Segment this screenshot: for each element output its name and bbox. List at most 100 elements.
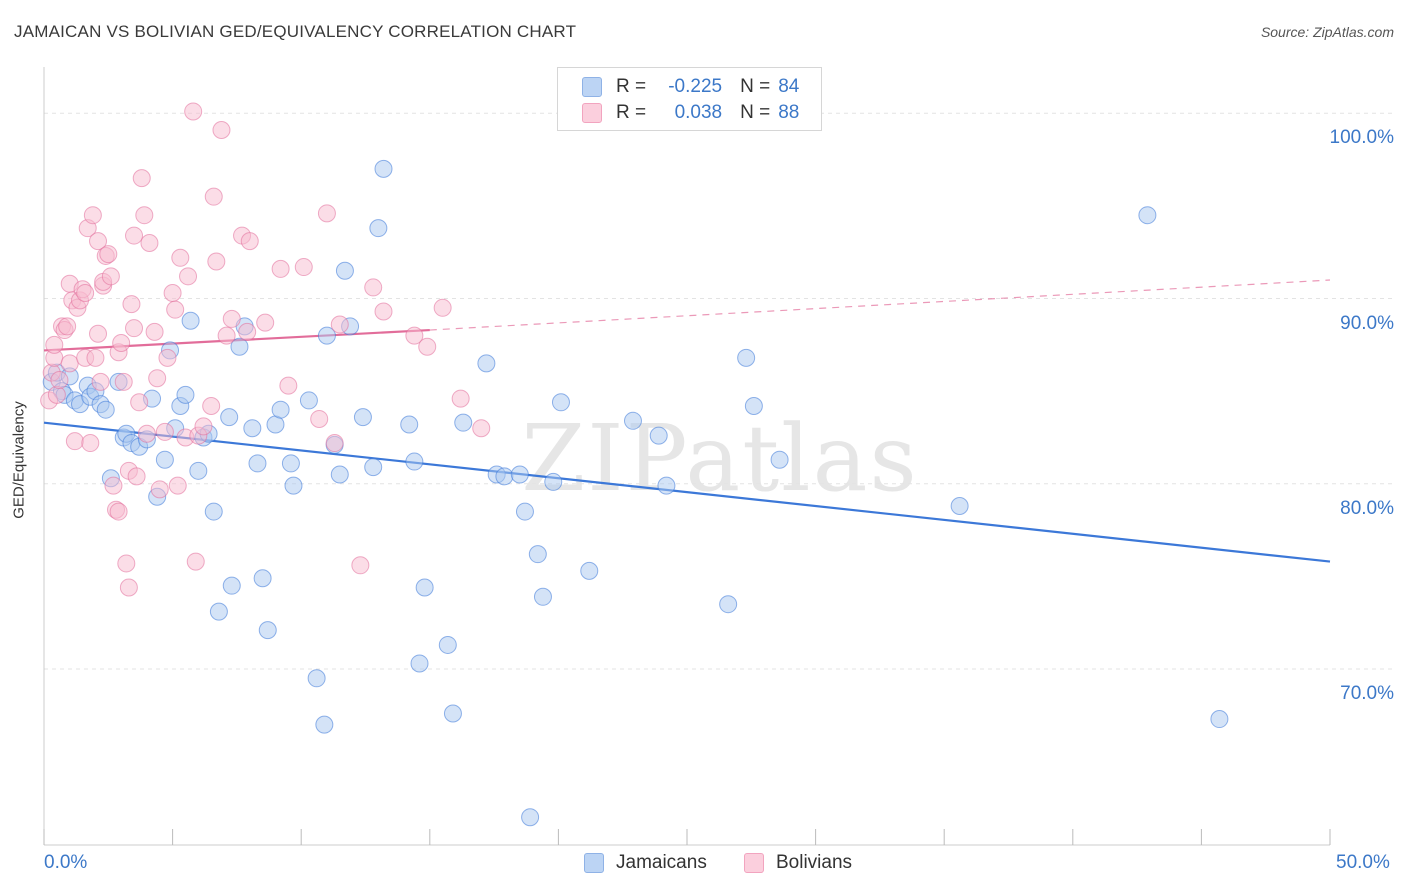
point-jamaicans [410, 654, 429, 673]
point-bolivians [310, 409, 329, 428]
point-jamaicans [454, 413, 473, 432]
point-jamaicans [204, 502, 223, 521]
legend-n-label: N = [740, 102, 771, 123]
point-bolivians [89, 324, 108, 343]
point-bolivians [212, 120, 231, 139]
legend-r-label: R = [616, 102, 647, 123]
point-bolivians [47, 385, 66, 404]
point-jamaicans [230, 337, 249, 356]
point-bolivians [351, 556, 370, 575]
series-legend-jamaicans: Jamaicans [584, 852, 707, 874]
point-bolivians [364, 278, 383, 297]
axes [43, 67, 1331, 846]
point-bolivians [109, 502, 128, 521]
point-bolivians [86, 348, 105, 367]
point-bolivians [240, 232, 259, 251]
point-jamaicans [495, 467, 514, 486]
point-jamaicans [155, 450, 174, 469]
source-label: Source: ZipAtlas.com [1260, 24, 1394, 40]
series-swatch-jamaicans [584, 853, 604, 873]
point-bolivians [163, 283, 182, 302]
point-bolivians [145, 322, 164, 341]
point-bolivians [374, 302, 393, 321]
point-jamaicans [374, 159, 393, 178]
y-tick-label: 90.0% [1340, 312, 1394, 334]
point-jamaicans [271, 400, 290, 419]
point-jamaicans [317, 326, 336, 345]
trend-line-jamaicans [43, 421, 1331, 563]
watermark: ZIPatlas [521, 405, 918, 512]
point-jamaicans [253, 569, 272, 588]
point-bolivians [155, 422, 174, 441]
point-jamaicans [369, 219, 388, 238]
point-bolivians [119, 578, 138, 597]
point-bolivians [45, 335, 64, 354]
point-jamaicans [176, 385, 195, 404]
point-bolivians [433, 298, 452, 317]
point-bolivians [166, 300, 185, 319]
point-bolivians [114, 372, 133, 391]
point-jamaicans [737, 348, 756, 367]
point-bolivians [194, 417, 213, 436]
point-jamaicans [284, 476, 303, 495]
y-tick-label: 70.0% [1340, 683, 1394, 705]
point-jamaicans [415, 578, 434, 597]
point-bolivians [122, 295, 141, 314]
point-jamaicans [477, 354, 496, 373]
point-jamaicans [515, 502, 534, 521]
point-bolivians [132, 169, 151, 188]
legend-row-bolivians: R = 0.038 N = 88 [582, 100, 799, 126]
point-jamaicans [330, 465, 349, 484]
point-jamaicans [243, 419, 262, 438]
point-bolivians [137, 424, 156, 443]
point-bolivians [50, 371, 69, 390]
point-jamaicans [405, 452, 424, 471]
point-jamaicans [950, 497, 969, 516]
point-jamaicans [364, 458, 383, 477]
point-bolivians [125, 226, 144, 245]
point-jamaicans [623, 411, 642, 430]
point-jamaicans [400, 415, 419, 434]
x-tick-label-max: 50.0% [1336, 852, 1390, 873]
point-bolivians [127, 467, 146, 486]
legend-n-value: 88 [778, 102, 800, 123]
legend-r-value: -0.225 [668, 76, 723, 97]
point-jamaicans [510, 465, 529, 484]
point-bolivians [217, 326, 236, 345]
point-bolivians [125, 319, 144, 338]
point-jamaicans [248, 454, 267, 473]
point-bolivians [330, 315, 349, 334]
point-jamaicans [443, 704, 462, 723]
stats-legend: R = -0.225 N = 84 R = 0.038 N = 88 [557, 67, 822, 131]
point-jamaicans [258, 621, 277, 640]
point-bolivians [65, 432, 84, 451]
point-bolivians [184, 102, 203, 121]
legend-n-value: 84 [778, 76, 800, 97]
point-bolivians [204, 187, 223, 206]
series-label-bolivians: Bolivians [776, 852, 853, 873]
point-jamaicans [307, 669, 326, 688]
point-jamaicans [528, 545, 547, 564]
point-bolivians [418, 337, 437, 356]
point-bolivians [91, 372, 110, 391]
point-bolivians [238, 322, 257, 341]
point-jamaicans [1210, 710, 1229, 729]
point-bolivians [325, 434, 344, 453]
point-jamaicans [521, 808, 540, 827]
point-jamaicans [353, 408, 372, 427]
point-bolivians [60, 354, 79, 373]
point-jamaicans [281, 454, 300, 473]
series-swatch-bolivians [744, 853, 764, 873]
point-bolivians [317, 204, 336, 223]
legend-r-value: 0.038 [674, 102, 723, 123]
point-bolivians [89, 232, 108, 251]
data-points [40, 102, 1229, 827]
point-jamaicans [189, 461, 208, 480]
point-jamaicans [222, 576, 241, 595]
point-jamaicans [438, 635, 457, 654]
point-bolivians [279, 376, 298, 395]
point-jamaicans [96, 400, 115, 419]
point-jamaicans [299, 391, 318, 410]
point-jamaicans [551, 393, 570, 412]
